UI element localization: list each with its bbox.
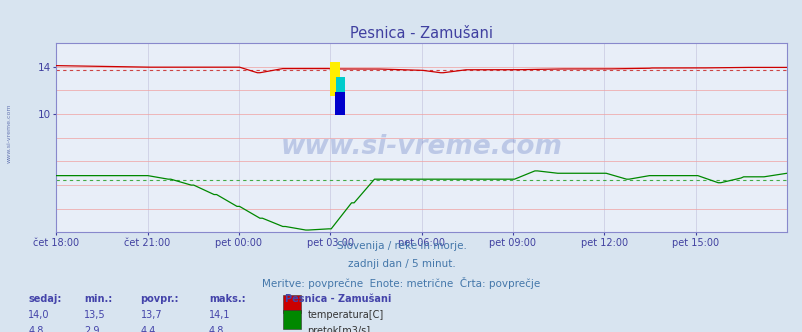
Title: Pesnica - Zamušani: Pesnica - Zamušani — [350, 26, 492, 41]
Text: sedaj:: sedaj: — [28, 294, 62, 304]
Text: min.:: min.: — [84, 294, 112, 304]
Text: 14,0: 14,0 — [28, 310, 50, 320]
Text: www.si-vreme.com: www.si-vreme.com — [280, 134, 562, 160]
Bar — [336, 77, 344, 108]
Text: 4,4: 4,4 — [140, 326, 156, 332]
Text: Meritve: povprečne  Enote: metrične  Črta: povprečje: Meritve: povprečne Enote: metrične Črta:… — [262, 277, 540, 289]
Text: 4,8: 4,8 — [209, 326, 224, 332]
Text: maks.:: maks.: — [209, 294, 245, 304]
Text: 14,1: 14,1 — [209, 310, 230, 320]
Text: Pesnica - Zamušani: Pesnica - Zamušani — [285, 294, 391, 304]
Text: pretok[m3/s]: pretok[m3/s] — [307, 326, 371, 332]
Text: temperatura[C]: temperatura[C] — [307, 310, 383, 320]
Bar — [330, 62, 340, 96]
Text: www.si-vreme.com: www.si-vreme.com — [7, 103, 12, 163]
Bar — [334, 92, 344, 115]
Text: zadnji dan / 5 minut.: zadnji dan / 5 minut. — [347, 259, 455, 269]
Text: povpr.:: povpr.: — [140, 294, 179, 304]
Text: Slovenija / reke in morje.: Slovenija / reke in morje. — [336, 241, 466, 251]
Text: 13,5: 13,5 — [84, 310, 106, 320]
Text: 4,8: 4,8 — [28, 326, 43, 332]
Text: 13,7: 13,7 — [140, 310, 162, 320]
Text: 2,9: 2,9 — [84, 326, 99, 332]
